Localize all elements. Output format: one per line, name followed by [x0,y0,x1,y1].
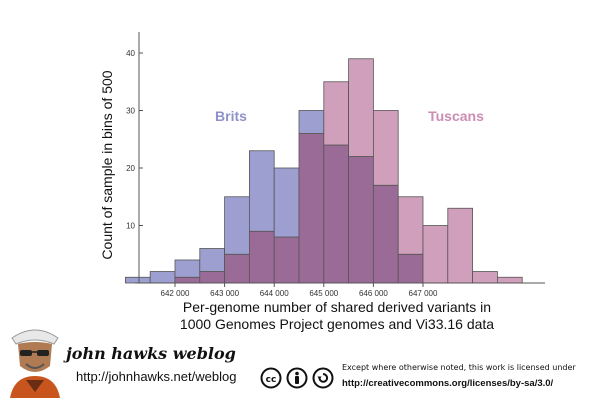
histogram-bar-tuscans [447,207,473,284]
histogram-bar-brits [149,271,176,284]
blog-title[interactable]: john hawks weblog [66,344,236,363]
y-tick-label: 10 [126,222,135,231]
sa-icon [312,367,334,389]
x-tick-label: 642 000 [161,289,190,298]
y-axis-label: Count of sample in bins of 500 [99,70,115,259]
histogram-chart: 10 20 30 40 642 000 643 000 644 000 645 000 646… [99,32,545,315]
legend-label-tuscans: Tuscans [428,108,484,124]
x-tick-label: 646 000 [359,289,388,298]
x-tick-label: 643 000 [210,289,239,298]
histogram-bar-overlap [174,276,201,284]
histogram-bar-overlap [273,236,300,284]
histogram-bar-tuscans [323,81,349,146]
histogram-bar-brits [174,259,201,278]
histogram-bar-tuscans [472,271,498,284]
histogram-bar-brits [199,248,226,272]
histogram-bar-overlap [298,133,325,284]
x-tick-label: 644 000 [260,289,289,298]
y-tick-label: 20 [126,164,135,173]
chart-x-label-line-2-holder: 1000 Genomes Project genomes and Vi33.16… [180,316,494,332]
histogram-bar-brits [248,150,275,232]
histogram-bar-brits [125,276,151,284]
histogram-bar-brits [273,167,300,238]
blog-url[interactable]: http://johnhawks.net/weblog [76,369,237,384]
y-tick-label: 40 [126,49,135,58]
x-axis-label-line-2: 1000 Genomes Project genomes and Vi33.16… [180,316,494,332]
y-ticks: 10 20 30 40 [126,49,143,231]
x-ticks: 642 000 643 000 644 000 645 000 646 000 647 0… [161,283,438,298]
histogram-bar-overlap [224,253,250,284]
histogram-bar-overlap [199,271,226,284]
x-axis-label-line-1: Per-genome number of shared derived vari… [183,299,491,315]
svg-text:cc: cc [266,375,277,385]
cc-icon: cc [260,367,282,389]
x-tick-label: 645 000 [309,289,338,298]
footer: 1000 Genomes Project genomes and Vi33.16… [0,316,600,400]
y-tick-label: 30 [126,107,135,116]
histogram-bar-tuscans [496,276,523,284]
histogram-bar-brits [298,110,325,134]
histogram-bar-overlap [372,184,399,284]
by-icon [286,367,308,389]
histogram-bar-tuscans [397,196,424,255]
histogram-bar-tuscans [422,225,449,284]
author-avatar [10,329,60,398]
histogram-bar-tuscans [372,110,399,186]
license-url[interactable]: http://creativecommons.org/licenses/by-s… [342,378,554,389]
histogram-bar-overlap [348,156,374,284]
x-tick-label: 647 000 [409,289,438,298]
histogram-bar-overlap [248,230,275,284]
histogram-bar-overlap [323,144,349,284]
histogram-bar-tuscans [348,58,374,157]
license-note: Except where otherwise noted, this work … [342,363,576,372]
cc-license-icons[interactable]: cc [260,367,336,389]
histogram-bar-brits [224,196,250,255]
bars-layer [125,58,523,284]
legend-label-brits: Brits [215,108,247,124]
histogram-bar-overlap [397,253,424,284]
